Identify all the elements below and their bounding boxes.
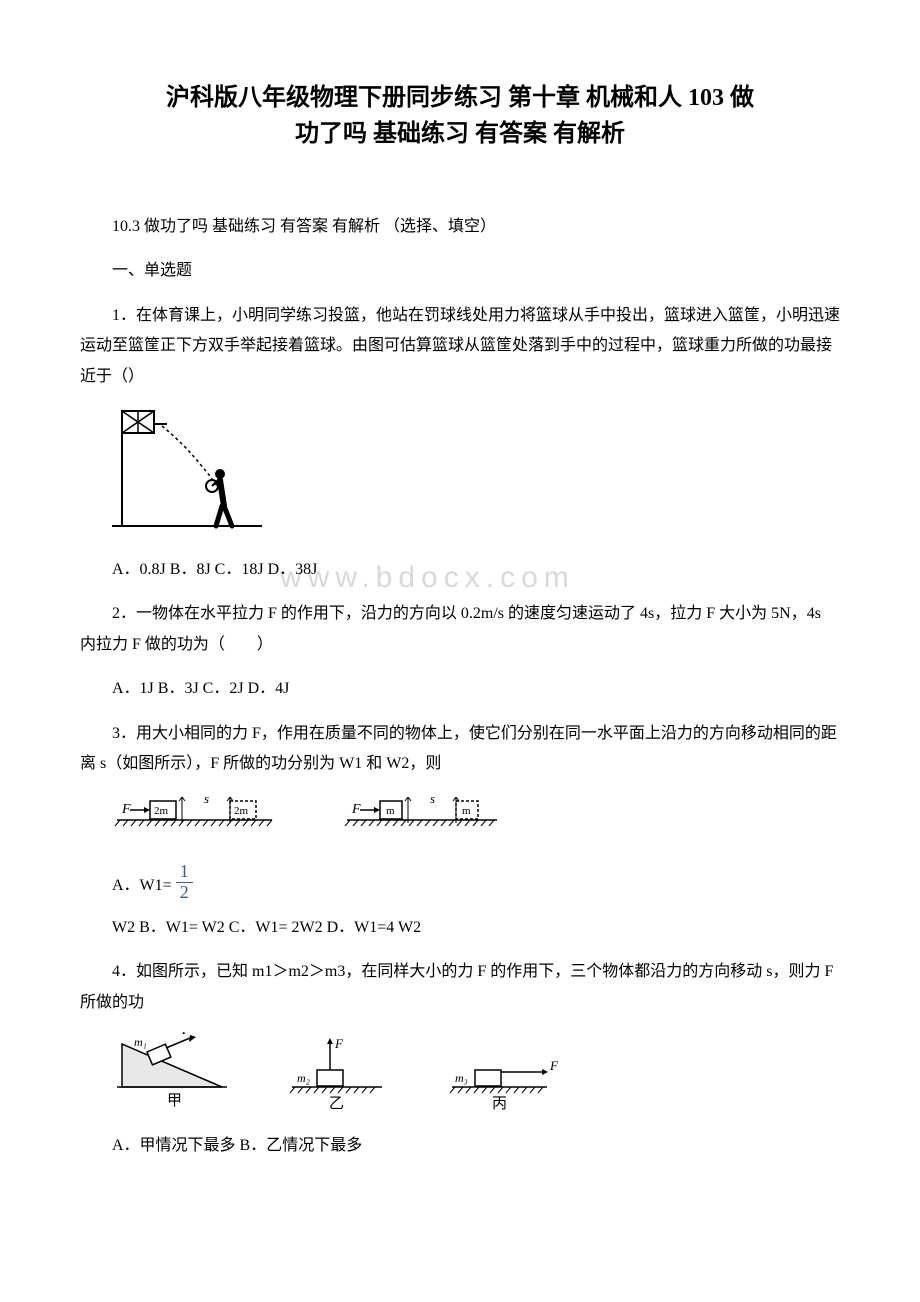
question-1-options: A．0.8J B．8J C．18J D．38J	[80, 555, 840, 585]
title-line-1: 沪科版八年级物理下册同步练习 第十章 机械和人 103 做	[80, 80, 840, 116]
label-bing: 丙	[492, 1096, 507, 1112]
fraction-one-half: 1 2	[176, 862, 193, 903]
question-4-text: 4．如图所示，已知 m1＞m2＞m3，在同样大小的力 F 的作用下，三个物体都沿…	[80, 957, 840, 1018]
question-2-options: A．1J B．3J C．2J D．4J	[80, 674, 840, 704]
subtitle: 10.3 做功了吗 基础练习 有答案 有解析 （选择、填空）	[80, 212, 840, 242]
question-1-text: 1．在体育课上，小明同学练习投篮，他站在罚球线处用力将篮球从手中投出，篮球进入篮…	[80, 301, 840, 392]
label-jia: 甲	[167, 1093, 182, 1109]
label-yi: 乙	[329, 1096, 344, 1112]
fraction-numerator: 1	[176, 862, 193, 883]
distance-s-1: s	[204, 793, 209, 806]
question-4-figure: m₁ F 甲 m₂ F 乙	[112, 1032, 840, 1117]
m3-label: m₃	[455, 1071, 468, 1085]
three-cases-figure: m₁ F 甲 m₂ F 乙	[112, 1032, 582, 1112]
section-1-header: 一、单选题	[80, 256, 840, 286]
question-3: 3．用大小相同的力 F，作用在质量不同的物体上，使它们分别在同一水平面上沿力的方…	[80, 719, 840, 780]
question-2: 2．一物体在水平拉力 F 的作用下，沿力的方向以 0.2m/s 的速度匀速运动了…	[80, 599, 840, 660]
mass-2m-2: 2m	[234, 805, 249, 817]
mass-2m-1: 2m	[154, 805, 169, 817]
q3-formula-prefix: A．W1=	[112, 871, 172, 895]
question-3-figure: F 2m s 2m	[112, 793, 840, 848]
title-line-2: 功了吗 基础练习 有答案 有解析	[80, 116, 840, 152]
f-label-3: F	[549, 1058, 559, 1073]
force-label-2: F	[351, 802, 361, 817]
mass-m-1: m	[386, 805, 395, 817]
question-1: 1．在体育课上，小明同学练习投篮，他站在罚球线处用力将篮球从手中投出，篮球进入篮…	[80, 301, 840, 392]
question-3-options: W2 B．W1= W2 C．W1= 2W2 D．W1=4 W2	[80, 913, 840, 943]
question-3-text: 3．用大小相同的力 F，作用在质量不同的物体上，使它们分别在同一水平面上沿力的方…	[80, 719, 840, 780]
f-label-2: F	[334, 1036, 344, 1051]
question-4: 4．如图所示，已知 m1＞m2＞m3，在同样大小的力 F 的作用下，三个物体都沿…	[80, 957, 840, 1018]
f-label-1: F	[181, 1032, 191, 1037]
force-label: F	[121, 802, 131, 817]
question-4-options: A．甲情况下最多 B．乙情况下最多	[80, 1131, 840, 1161]
mass-m-2: m	[462, 805, 471, 817]
question-1-figure	[112, 406, 840, 541]
question-2-text: 2．一物体在水平拉力 F 的作用下，沿力的方向以 0.2m/s 的速度匀速运动了…	[80, 599, 840, 660]
basketball-figure	[112, 406, 262, 536]
blocks-figure: F 2m s 2m	[112, 793, 532, 843]
m2-label: m₂	[297, 1071, 310, 1085]
question-3-option-a: A．W1= 1 2	[112, 862, 840, 903]
document-title: 沪科版八年级物理下册同步练习 第十章 机械和人 103 做 功了吗 基础练习 有…	[80, 80, 840, 152]
distance-s-2: s	[430, 793, 435, 806]
m1-label: m₁	[134, 1035, 147, 1049]
fraction-denominator: 2	[176, 883, 193, 903]
